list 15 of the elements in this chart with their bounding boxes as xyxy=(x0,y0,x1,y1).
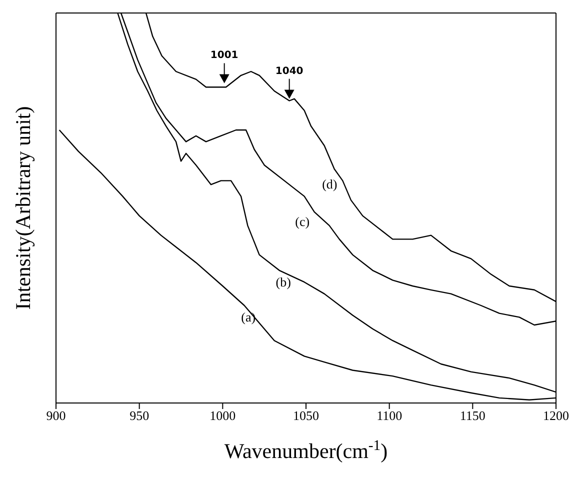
x-tick-label: 1100 xyxy=(376,408,402,424)
x-tick-label: 1200 xyxy=(543,408,569,424)
x-axis-title: Wavenumber(cm$^{-1}$) xyxy=(224,438,388,463)
annotation: 1040 xyxy=(275,66,304,77)
series-label: (d) xyxy=(322,176,338,192)
y-axis-title: Intensity(Arbitrary unit) xyxy=(11,106,35,310)
x-tick-label: 1000 xyxy=(210,408,236,424)
series-label: (b) xyxy=(276,274,291,290)
series-label: (a) xyxy=(241,310,256,324)
annotation: 1001 xyxy=(210,50,238,62)
x-tick-label: 900 xyxy=(46,408,66,424)
series-label: (c) xyxy=(295,214,310,229)
x-tick-label: 1150 xyxy=(460,408,486,424)
x-tick-label: 1050 xyxy=(293,408,319,424)
x-tick-label: 950 xyxy=(130,408,150,424)
